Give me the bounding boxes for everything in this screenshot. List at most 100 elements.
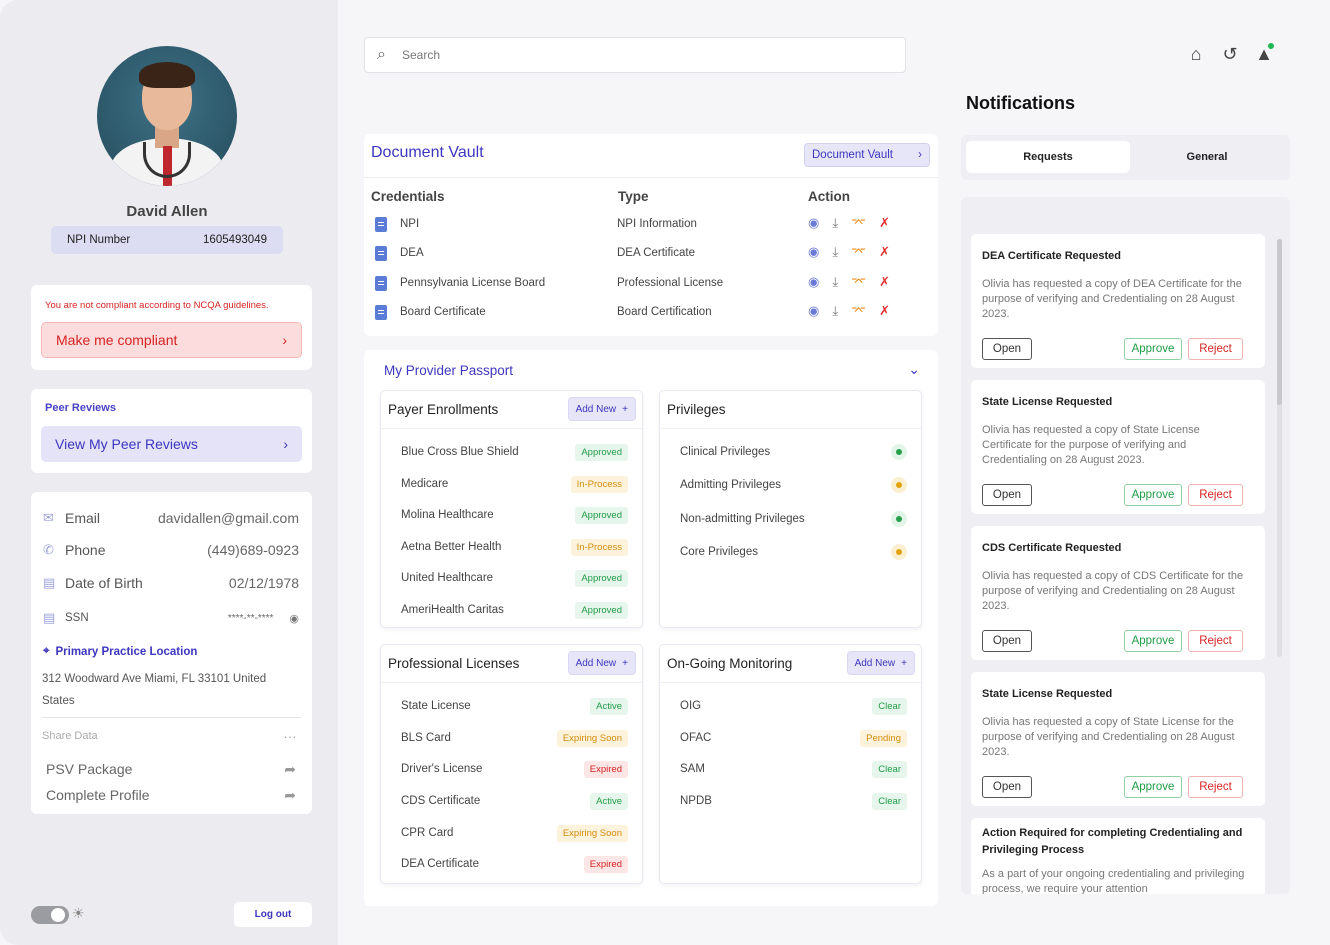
status-dot [891, 444, 907, 460]
reject-button[interactable]: Reject [1188, 484, 1243, 506]
make-compliant-button[interactable]: Make me compliant › [41, 322, 302, 358]
delete-icon[interactable]: ✗ [879, 215, 890, 230]
approve-button[interactable]: Approve [1124, 484, 1182, 506]
compliance-card: You are not compliant according to NCQA … [31, 285, 312, 370]
reject-button[interactable]: Reject [1188, 630, 1243, 652]
sun-icon: ☀ [72, 905, 85, 921]
logout-button[interactable]: Log out [234, 902, 312, 927]
add-new-button[interactable]: Add New + [567, 397, 636, 421]
list-item: CPR Card Expiring Soon [401, 824, 628, 842]
tab-requests[interactable]: Requests [966, 141, 1130, 173]
ssn-value: ****-**-**** [227, 612, 274, 624]
view-icon[interactable]: ◉ [808, 274, 820, 289]
status-badge: In-Process [570, 475, 628, 493]
theme-toggle[interactable] [31, 906, 69, 924]
add-new-button[interactable]: Add New + [846, 651, 915, 675]
npi-label: NPI Number [67, 234, 131, 246]
avatar[interactable] [97, 46, 237, 186]
file-icon [375, 217, 387, 232]
status-badge: Approved [575, 601, 628, 619]
delete-icon[interactable]: ✗ [879, 244, 890, 259]
search-input[interactable] [401, 48, 802, 62]
status-badge: Approved [575, 506, 628, 524]
history-icon[interactable]: ↺ [1222, 43, 1238, 64]
delete-icon[interactable]: ✗ [879, 303, 890, 318]
status-badge: Clear [872, 697, 907, 715]
phone-row: ✆ Phone (449)689-0923 [43, 542, 299, 558]
ssn-label: SSN [65, 612, 89, 624]
make-compliant-label: Make me compliant [56, 332, 178, 348]
home-icon[interactable]: ⌂ [1190, 43, 1202, 64]
bell-icon[interactable]: ▲ [1255, 43, 1274, 64]
status-badge: Expiring Soon [556, 729, 628, 747]
list-item: Driver's License Expired [401, 760, 628, 778]
open-button[interactable]: Open [982, 338, 1032, 360]
add-new-button[interactable]: Add New + [567, 651, 636, 675]
status-badge: Expired [583, 855, 628, 873]
more-options-icon[interactable]: … [283, 725, 298, 741]
list-item: State License Active [401, 697, 628, 715]
plus-icon: + [622, 403, 628, 415]
share-icon[interactable]: ⌤ [851, 215, 867, 230]
share-icon[interactable]: ⌤ [851, 274, 867, 289]
status-badge: Approved [575, 443, 628, 461]
privileges-title: Privileges [667, 402, 726, 417]
list-item: Medicare In-Process [401, 475, 628, 493]
share-icon[interactable]: ⌤ [851, 244, 867, 259]
list-item: Clinical Privileges [680, 443, 907, 461]
tab-general[interactable]: General [1186, 151, 1228, 163]
notification-body: As a part of your ongoing credentialing … [982, 868, 1245, 894]
peer-reviews-card: Peer Reviews View My Peer Reviews › [31, 389, 312, 473]
privileges-panel: Privileges Clinical Privileges Admitting… [659, 390, 922, 628]
download-icon[interactable]: ⤓ [832, 274, 839, 289]
document-vault-button[interactable]: Document Vault › [804, 143, 930, 167]
approve-button[interactable]: Approve [1124, 338, 1182, 360]
chevron-right-icon: › [283, 436, 288, 452]
status-badge: Active [590, 697, 628, 715]
view-peer-reviews-button[interactable]: View My Peer Reviews › [41, 426, 302, 462]
status-badge: Pending [860, 729, 907, 747]
search-bar: ⌕ [364, 37, 906, 73]
complete-profile-link[interactable]: Complete Profile ➦ [46, 787, 296, 803]
download-icon[interactable]: ⤓ [832, 215, 839, 230]
delete-icon[interactable]: ✗ [879, 274, 890, 289]
psv-package-link[interactable]: PSV Package ➦ [46, 761, 296, 777]
view-icon[interactable]: ◉ [808, 244, 820, 259]
list-item: Admitting Privileges [680, 476, 907, 494]
dob-row: ▤ Date of Birth 02/12/1978 [43, 575, 299, 591]
list-item: Non-admitting Privileges [680, 510, 907, 528]
status-dot [891, 544, 907, 560]
list-item: Core Privileges [680, 543, 907, 561]
list-item: OFAC Pending [680, 729, 907, 747]
compliance-message: You are not compliant according to NCQA … [45, 300, 269, 311]
list-item: NPDB Clear [680, 792, 907, 810]
open-button[interactable]: Open [982, 484, 1032, 506]
mail-icon: ✉ [43, 510, 54, 525]
open-button[interactable]: Open [982, 776, 1032, 798]
npi-value: 1605493049 [203, 234, 267, 246]
document-vault-title: Document Vault [371, 144, 484, 161]
approve-button[interactable]: Approve [1124, 776, 1182, 798]
reject-button[interactable]: Reject [1188, 776, 1243, 798]
professional-licenses-panel: Professional Licenses Add New + State Lic… [380, 644, 643, 884]
share-icon[interactable]: ⌤ [851, 303, 867, 318]
open-button[interactable]: Open [982, 630, 1032, 652]
approve-button[interactable]: Approve [1124, 630, 1182, 652]
notification-body: Olivia has requested a copy of State Lic… [982, 424, 1200, 466]
address: 312 Woodward Ave Miami, FL 33101 United … [42, 673, 267, 707]
reject-button[interactable]: Reject [1188, 338, 1243, 360]
scrollbar[interactable] [1277, 239, 1282, 405]
download-icon[interactable]: ⤓ [832, 303, 839, 318]
view-icon[interactable]: ◉ [808, 215, 820, 230]
chevron-down-icon[interactable]: ⌄ [908, 361, 920, 377]
file-icon [375, 305, 387, 320]
view-icon[interactable]: ◉ [808, 303, 820, 318]
eye-icon[interactable]: ◉ [289, 612, 299, 625]
download-icon[interactable]: ⤓ [832, 244, 839, 259]
location-pin-icon: ⌖ [43, 645, 50, 657]
email-row: ✉ Email davidallen@gmail.com [43, 510, 299, 526]
share-data-label: Share Data [42, 730, 98, 742]
file-icon [375, 246, 387, 261]
notification-card: Action Required for completing Credentia… [971, 818, 1265, 894]
